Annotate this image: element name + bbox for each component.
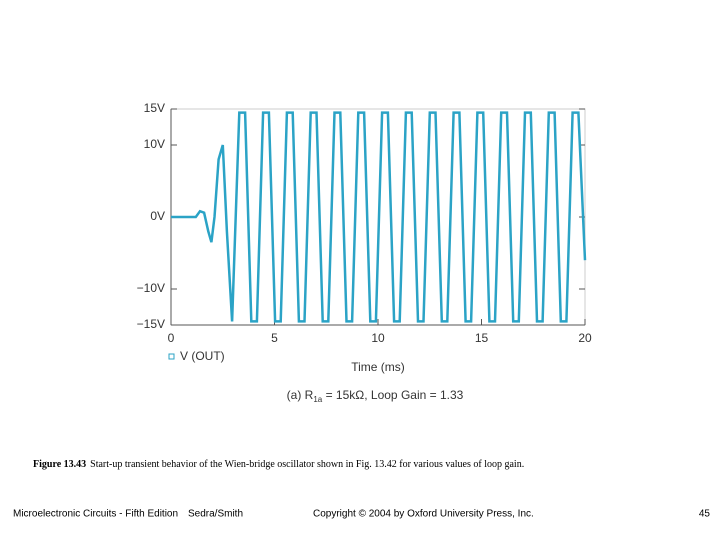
series-line — [171, 111, 587, 323]
legend-label: V (OUT) — [180, 349, 225, 363]
subtitle-prefix: (a) R — [287, 388, 314, 402]
x-tick-label: 10 — [371, 331, 385, 345]
x-axis-label: Time (ms) — [351, 360, 405, 374]
caption-text: Start-up transient behavior of the Wien-… — [90, 459, 524, 470]
figure-caption: Figure 13.43 Start-up transient behavior … — [33, 459, 524, 470]
x-tick-label: 15 — [475, 331, 489, 345]
y-tick-label: 10V — [144, 137, 165, 151]
y-tick-label: 0V — [150, 209, 165, 223]
footer-authors: Sedra/Smith — [188, 509, 243, 520]
y-tick-label: −15V — [137, 317, 165, 331]
legend-marker — [168, 353, 175, 360]
x-tick-label: 5 — [271, 331, 278, 345]
y-tick-label: −10V — [137, 281, 165, 295]
footer-page: 45 — [699, 509, 711, 520]
subtitle-suffix: = 15kΩ, Loop Gain = 1.33 — [322, 388, 463, 402]
y-tick-label: 15V — [144, 101, 165, 115]
x-tick-label: 0 — [168, 331, 175, 345]
footer-copyright: Copyright © 2004 by Oxford University Pr… — [313, 509, 534, 520]
chart-subtitle: (a) R1a = 15kΩ, Loop Gain = 1.33 — [287, 388, 464, 404]
x-tick-label: 20 — [578, 331, 592, 345]
subtitle-subscript: 1a — [313, 395, 322, 404]
caption-label: Figure 13.43 — [33, 459, 86, 470]
footer-book: Microelectronic Circuits - Fifth Edition — [13, 509, 178, 520]
